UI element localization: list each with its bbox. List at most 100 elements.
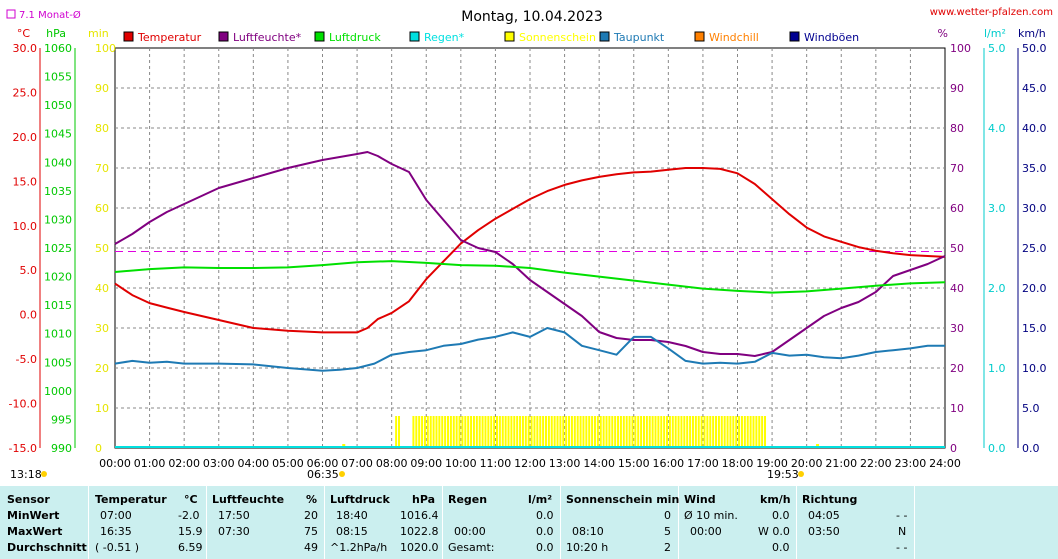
tick-label-kmh: 45.0 [1022,82,1047,95]
series-luftdruck [114,260,946,294]
pres-avg-trend: ^1.2hPa/h [330,541,388,554]
sunshine-bar [642,416,645,448]
sunshine-bar [677,416,680,448]
sunshine-bar [743,416,746,448]
sunshine-bar [418,416,421,448]
sunshine-bar [570,416,573,448]
sun-max-time: 08:10 [572,525,604,538]
tick-label-hpa: 1020 [44,271,72,284]
hum-max-value: 75 [304,525,318,538]
x-tick-label: 11:00 [480,457,512,470]
sunset-icon [798,471,804,477]
sunshine-bar [513,416,516,448]
x-tick-label: 18:00 [722,457,754,470]
sunshine-bar [565,416,568,448]
series-lines [114,151,946,448]
x-tick-label: 09:00 [410,457,442,470]
tick-label-pct: 20 [950,362,964,375]
sunshine-bar [752,416,755,448]
series-taupunkt [114,327,945,372]
wind-max-time: 00:00 [690,525,722,538]
sunshine-bar [680,416,683,448]
x-tick-label: 16:00 [652,457,684,470]
sunshine-bar [484,416,487,448]
x-tick-label: 23:00 [895,457,927,470]
tick-label-kmh: 5.0 [1022,402,1040,415]
sunshine-bar [622,416,625,448]
legend-swatch [694,31,705,42]
tick-label-kmh: 0.0 [1022,442,1040,455]
sunshine-bar [455,416,458,448]
temp-avg-time: ( -0.51 ) [95,541,140,554]
sunshine-bar [637,416,640,448]
site-link[interactable]: www.wetter-pfalzen.com [930,7,1053,18]
x-tick-label: 20:00 [791,457,823,470]
sunshine-bar [608,416,611,448]
rain-total-value: 0.0 [536,541,554,554]
temp-max-value: 15.9 [178,525,203,538]
x-tick-label: 03:00 [203,457,235,470]
sunshine-bar [634,416,637,448]
sunshine-bar [521,416,524,448]
tick-label-temp: 10.0 [13,220,38,233]
legend-label: Luftfeuchte* [233,31,302,44]
sunshine-bars [342,416,820,448]
sunshine-bar [740,416,743,448]
sunshine-bar [559,416,562,448]
sunshine-bar [544,416,547,448]
temp-avg-value: 6.59 [178,541,203,554]
axis-units: °C hPa min% l/m² km/h [17,27,1046,40]
tick-label-hpa: 1025 [44,242,72,255]
sunshine-bar [648,416,651,448]
legend-label: Sonnenschein [519,31,596,44]
tick-label-hpa: 1035 [44,185,72,198]
sunshine-bar [432,416,435,448]
hum-max-time: 07:30 [218,525,250,538]
sunshine-bar [527,416,530,448]
sunshine-bar [758,416,761,448]
sunshine-bar [631,416,634,448]
pres-min-value: 1016.4 [400,509,439,522]
sun-total-hours: 10:20 h [566,541,609,554]
x-tick-label: 15:00 [618,457,650,470]
sunshine-bar [447,416,449,448]
tick-label-temp: 15.0 [13,175,38,188]
sunshine-bar [703,416,706,448]
dir-max-value: N [898,525,907,538]
sunshine-bar [547,416,550,448]
tick-label-min: 0 [95,442,102,455]
tick-label-lm2: 3.0 [988,202,1006,215]
sunshine-bar [585,416,588,448]
sunshine-bar [732,416,735,448]
dir-max-time: 03:50 [808,525,840,538]
sunshine-bar [493,416,496,448]
tick-label-pct: 40 [950,282,964,295]
sunshine-bar [498,416,501,448]
tick-label-kmh: 35.0 [1022,162,1047,175]
tick-label-hpa: 1010 [44,328,72,341]
tick-label-pct: 10 [950,402,964,415]
sunshine-bar [470,416,473,448]
sunshine-bar [625,416,628,448]
sunshine-bar [542,416,545,448]
sunshine-bar [715,416,718,448]
x-tick-label: 21:00 [825,457,857,470]
sunshine-bar [605,416,608,448]
tick-label-hpa: 1060 [44,42,72,55]
sensor-header: Sensor [7,493,50,506]
rain-unit: l/m² [528,493,553,506]
sun-avg-value: 2 [664,541,671,554]
tick-label-pct: 90 [950,82,964,95]
sunshine-bar [709,416,712,448]
tick-label-hpa: 1015 [44,299,72,312]
tick-label-pct: 70 [950,162,964,175]
sunshine-bar [458,416,461,448]
x-tick-label: 24:00 [929,457,961,470]
x-tick-label: 08:00 [376,457,408,470]
tick-label-min: 70 [95,162,109,175]
sunshine-bar [660,416,663,448]
row-avg-label: Durchschnitt [7,541,87,554]
sunshine-bar [441,416,444,448]
x-tick-label: 22:00 [860,457,892,470]
sunshine-bar [495,416,498,448]
